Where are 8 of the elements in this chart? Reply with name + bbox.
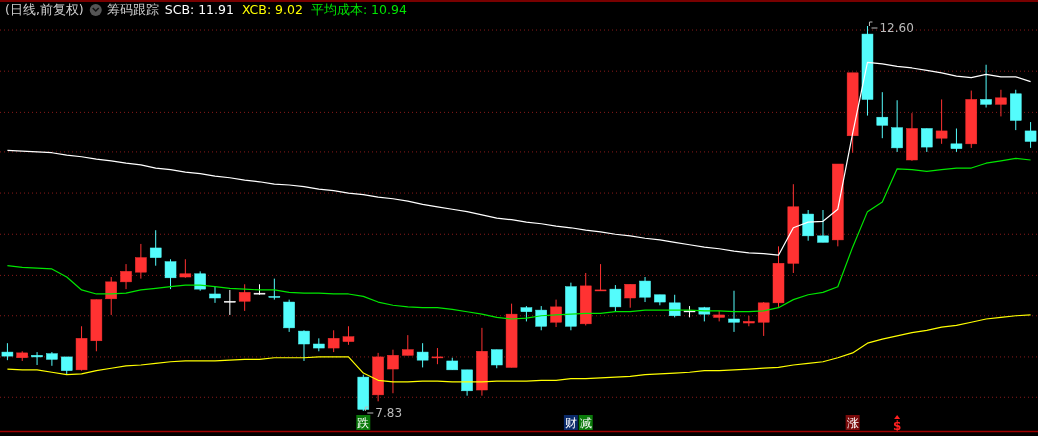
text: SCB: 11.91 <box>164 2 234 17</box>
chart-subtitle: (日线,前复权) <box>5 2 84 17</box>
text: 平均成本: 10.94 <box>310 2 407 17</box>
chart-title: 筹码跟踪 <box>106 2 159 17</box>
annotation: 12.60 <box>879 21 914 35</box>
text: $ <box>892 419 902 433</box>
text: XCB: 9.02 <box>241 2 303 17</box>
annotation: 7.83 <box>375 406 403 420</box>
